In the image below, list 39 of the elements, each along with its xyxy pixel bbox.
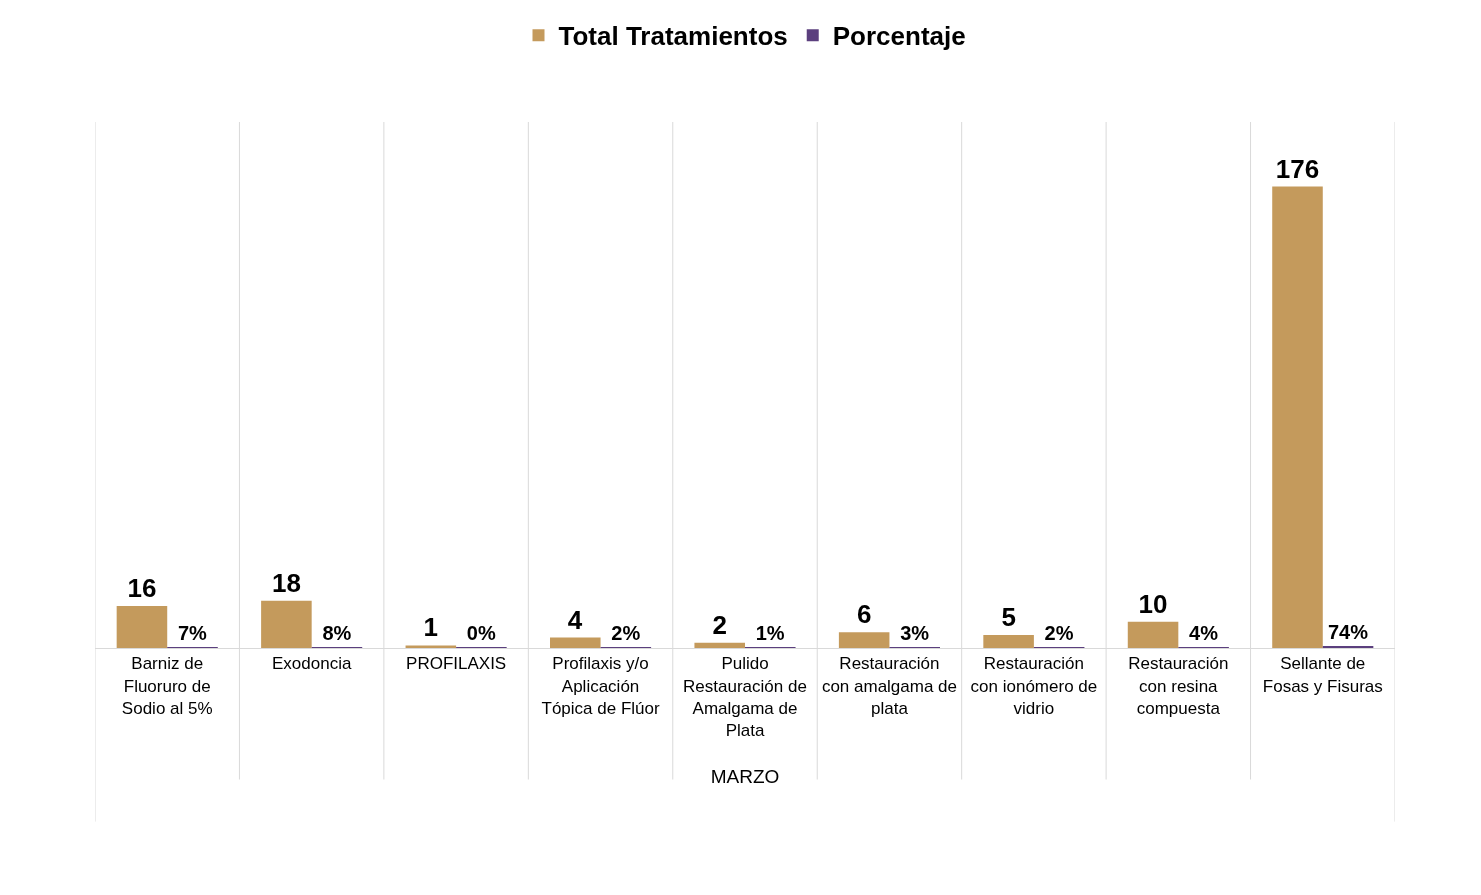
data-label: 18: [271, 567, 301, 598]
data-label: 7%: [177, 622, 208, 644]
bar: [694, 642, 745, 648]
bar: [838, 632, 890, 648]
bar: [405, 645, 457, 648]
data-label: 2%: [1044, 622, 1074, 644]
x-tick-label: PROFILAXIS: [406, 654, 507, 674]
bar: [261, 600, 312, 648]
data-label: 10: [1138, 588, 1168, 619]
bar: [983, 634, 1034, 648]
x-tick-label: Pulido Restauración de Amalgama de Plata: [683, 654, 807, 740]
x-tick-label: Restauración con resina compuesta: [1128, 654, 1229, 718]
data-label: 4: [567, 604, 583, 635]
data-label: 6: [856, 599, 872, 630]
x-axis-title: MARZO: [710, 765, 780, 787]
bar: [116, 606, 168, 648]
data-label: 5: [1001, 601, 1016, 632]
data-label: 2%: [611, 622, 641, 644]
data-label: 16: [127, 573, 157, 604]
data-label: 2: [712, 609, 727, 640]
legend-label: Total Tratamientos: [558, 21, 788, 52]
bar: [1127, 621, 1179, 648]
data-label: 8%: [322, 622, 352, 644]
data-label: 4%: [1189, 622, 1219, 644]
x-tick-label: Exodoncia: [271, 654, 352, 674]
legend-label: Porcentaje: [832, 21, 966, 52]
bar: [550, 637, 601, 648]
data-label: 1%: [755, 622, 785, 644]
data-label: 0%: [466, 622, 496, 644]
x-tick-label: Profilaxis y/o Aplicación Tópica de Flúor: [541, 654, 660, 718]
x-tick-label: Restauración con amalgama de plata: [821, 654, 958, 718]
data-label: 74%: [1327, 621, 1369, 643]
data-label: 1: [423, 612, 439, 643]
x-tick-label: Sellante de Fosas y Fisuras: [1262, 654, 1383, 696]
data-label: 3%: [900, 622, 930, 644]
x-tick-label: Restauración con ionómero de vidrio: [970, 654, 1098, 718]
data-label: 176: [1275, 153, 1320, 184]
x-tick-label: Barniz de Fluoruro de Sodio al 5%: [121, 654, 213, 718]
bar: [1272, 186, 1323, 648]
